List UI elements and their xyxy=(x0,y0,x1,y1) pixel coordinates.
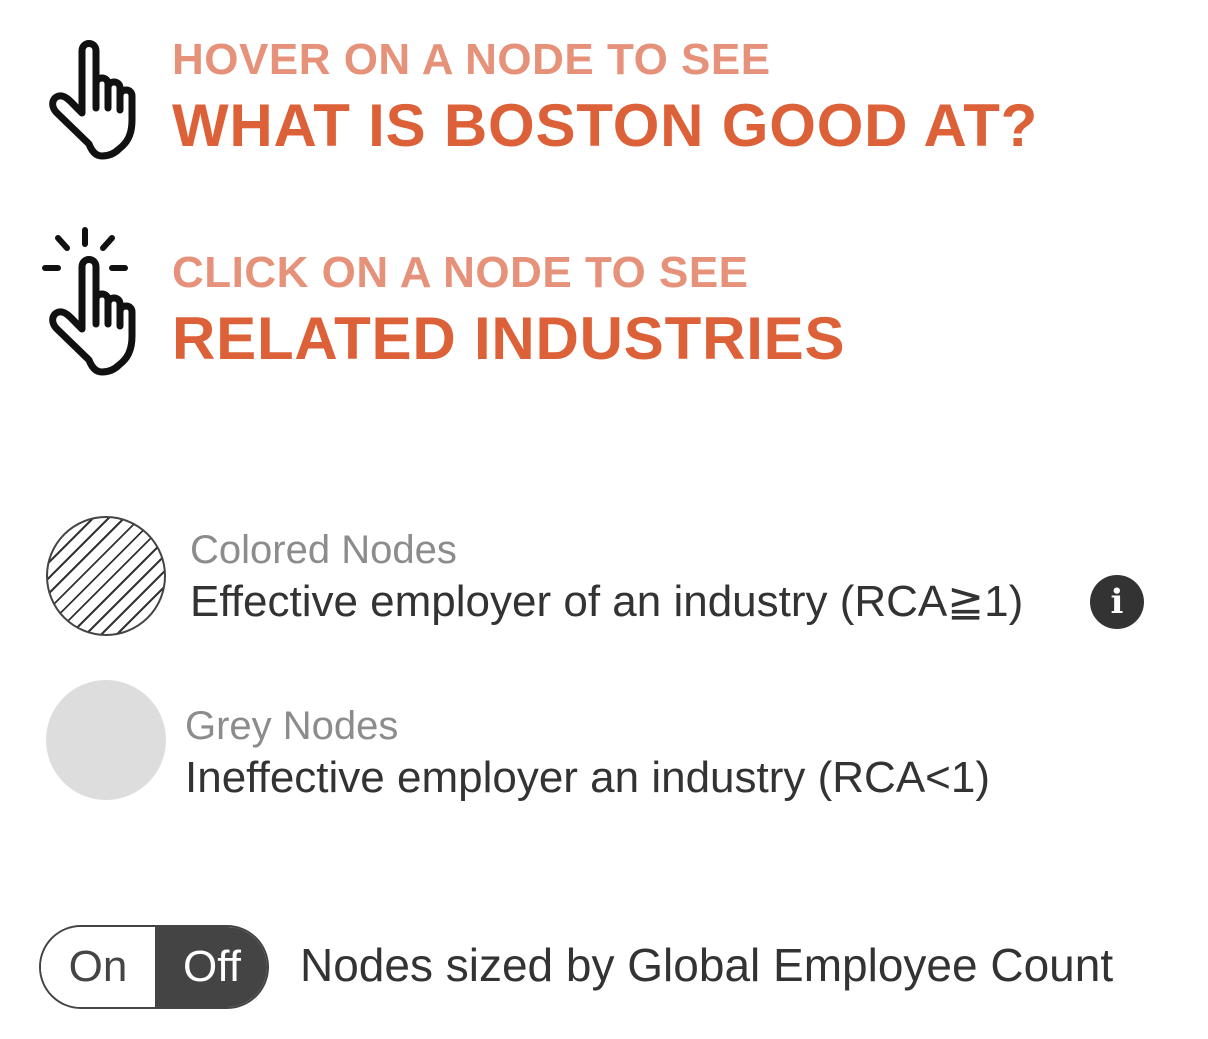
grey-node-swatch xyxy=(46,680,166,800)
hand-pointer-icon xyxy=(49,40,136,160)
click-hint-kicker: CLICK ON A NODE TO SEE xyxy=(172,248,749,297)
toggle-on-option[interactable]: On xyxy=(41,927,157,1007)
click-hint-headline: RELATED INDUSTRIES xyxy=(172,305,846,372)
hover-hint-headline: WHAT IS BOSTON GOOD AT? xyxy=(172,92,1039,159)
colored-nodes-legend: Colored Nodes Effective employer of an i… xyxy=(190,530,1023,624)
info-icon[interactable]: i xyxy=(1090,575,1144,629)
click-hint: CLICK ON A NODE TO SEE RELATED INDUSTRIE… xyxy=(172,251,845,369)
colored-node-swatch xyxy=(46,516,166,636)
toggle-label: Nodes sized by Global Employee Count xyxy=(300,939,1114,991)
colored-nodes-title: Colored Nodes xyxy=(190,528,457,572)
grey-nodes-legend: Grey Nodes Ineffective employer an indus… xyxy=(185,706,990,800)
node-size-toggle[interactable]: On Off xyxy=(39,925,269,1009)
toggle-off-option[interactable]: Off xyxy=(157,927,267,1007)
hand-click-icon xyxy=(42,227,136,376)
colored-nodes-description: Effective employer of an industry (RCA≧1… xyxy=(190,577,1024,626)
grey-nodes-description: Ineffective employer an industry (RCA<1) xyxy=(185,753,990,802)
grey-nodes-title: Grey Nodes xyxy=(185,704,399,748)
hover-hint: HOVER ON A NODE TO SEE WHAT IS BOSTON GO… xyxy=(172,38,1038,156)
hover-hint-kicker: HOVER ON A NODE TO SEE xyxy=(172,35,771,84)
